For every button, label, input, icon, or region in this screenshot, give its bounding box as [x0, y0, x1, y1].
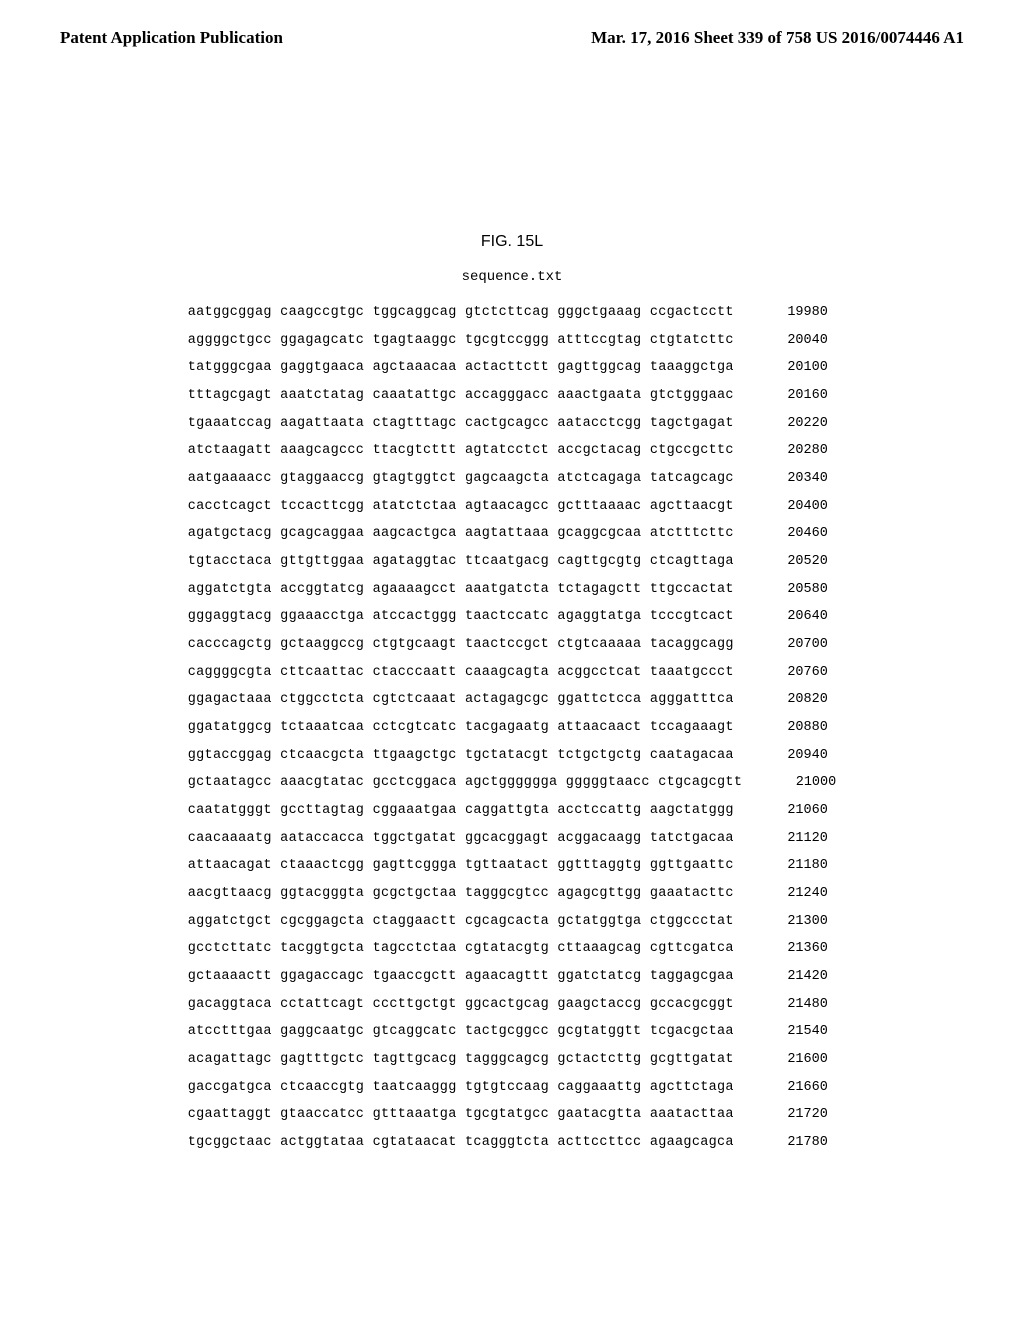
sequence-text: tgaaatccag aagattaata ctagtttagc cactgca…	[188, 410, 734, 438]
sequence-text: caacaaaatg aataccacca tggctgatat ggcacgg…	[188, 825, 734, 853]
sequence-text: aggatctgct cgcggagcta ctaggaactt cgcagca…	[188, 908, 734, 936]
sequence-position: 20940	[758, 742, 828, 770]
sequence-position: 21540	[758, 1018, 828, 1046]
sequence-text: ggatatggcg tctaaatcaa cctcgtcatc tacgaga…	[188, 714, 734, 742]
sequence-row: gcctcttatc tacggtgcta tagcctctaa cgtatac…	[188, 935, 837, 963]
sequence-text: aggatctgta accggtatcg agaaaagcct aaatgat…	[188, 576, 734, 604]
sequence-text: caggggcgta cttcaattac ctacccaatt caaagca…	[188, 659, 734, 687]
sequence-row: gctaaaactt ggagaccagc tgaaccgctt agaacag…	[188, 963, 837, 991]
sequence-row: acagattagc gagtttgctc tagttgcacg tagggca…	[188, 1046, 837, 1074]
sequence-row: aggatctgct cgcggagcta ctaggaactt cgcagca…	[188, 908, 837, 936]
sequence-row: caggggcgta cttcaattac ctacccaatt caaagca…	[188, 659, 837, 687]
sequence-text: cacctcagct tccacttcgg atatctctaa agtaaca…	[188, 493, 734, 521]
sequence-row: aacgttaacg ggtacgggta gcgctgctaa tagggcg…	[188, 880, 837, 908]
sequence-text: cacccagctg gctaaggccg ctgtgcaagt taactcc…	[188, 631, 734, 659]
sequence-row: gaccgatgca ctcaaccgtg taatcaaggg tgtgtcc…	[188, 1074, 837, 1102]
sequence-row: aggatctgta accggtatcg agaaaagcct aaatgat…	[188, 576, 837, 604]
sequence-text: aacgttaacg ggtacgggta gcgctgctaa tagggcg…	[188, 880, 734, 908]
sequence-text: gggaggtacg ggaaacctga atccactggg taactcc…	[188, 603, 734, 631]
figure-title: FIG. 15L	[0, 233, 1024, 251]
sequence-position: 21240	[758, 880, 828, 908]
sequence-position: 20100	[758, 354, 828, 382]
sequence-text: tttagcgagt aaatctatag caaatattgc accaggg…	[188, 382, 734, 410]
sequence-text: agatgctacg gcagcaggaa aagcactgca aagtatt…	[188, 520, 734, 548]
sequence-row: aatggcggag caagccgtgc tggcaggcag gtctctt…	[188, 299, 837, 327]
sequence-row: gctaatagcc aaacgtatac gcctcggaca agctggg…	[188, 769, 837, 797]
sequence-text: attaacagat ctaaactcgg gagttcggga tgttaat…	[188, 852, 734, 880]
sequence-position: 21480	[758, 991, 828, 1019]
sequence-row: atctaagatt aaagcagccc ttacgtcttt agtatcc…	[188, 437, 837, 465]
sequence-position: 21120	[758, 825, 828, 853]
sequence-row: tgaaatccag aagattaata ctagtttagc cactgca…	[188, 410, 837, 438]
sequence-row: cacctcagct tccacttcgg atatctctaa agtaaca…	[188, 493, 837, 521]
sequence-text: caatatgggt gccttagtag cggaaatgaa caggatt…	[188, 797, 734, 825]
page-header: Patent Application Publication Mar. 17, …	[0, 0, 1024, 48]
sequence-position: 20520	[758, 548, 828, 576]
header-right: Mar. 17, 2016 Sheet 339 of 758 US 2016/0…	[591, 28, 964, 48]
sequence-row: ggatatggcg tctaaatcaa cctcgtcatc tacgaga…	[188, 714, 837, 742]
sequence-label: sequence.txt	[0, 269, 1024, 285]
sequence-row: gggaggtacg ggaaacctga atccactggg taactcc…	[188, 603, 837, 631]
sequence-text: gcctcttatc tacggtgcta tagcctctaa cgtatac…	[188, 935, 734, 963]
sequence-position: 21600	[758, 1046, 828, 1074]
sequence-row: attaacagat ctaaactcgg gagttcggga tgttaat…	[188, 852, 837, 880]
sequence-position: 20280	[758, 437, 828, 465]
sequence-position: 21060	[758, 797, 828, 825]
sequence-row: tttagcgagt aaatctatag caaatattgc accaggg…	[188, 382, 837, 410]
sequence-position: 20160	[758, 382, 828, 410]
sequence-position: 20340	[758, 465, 828, 493]
sequence-position: 20700	[758, 631, 828, 659]
sequence-row: cacccagctg gctaaggccg ctgtgcaagt taactcc…	[188, 631, 837, 659]
sequence-text: atctaagatt aaagcagccc ttacgtcttt agtatcc…	[188, 437, 734, 465]
sequence-text: gacaggtaca cctattcagt cccttgctgt ggcactg…	[188, 991, 734, 1019]
sequence-position: 21780	[758, 1129, 828, 1157]
sequence-row: tgcggctaac actggtataa cgtataacat tcagggt…	[188, 1129, 837, 1157]
sequence-row: tatgggcgaa gaggtgaaca agctaaacaa actactt…	[188, 354, 837, 382]
sequence-position: 21660	[758, 1074, 828, 1102]
sequence-position: 21360	[758, 935, 828, 963]
sequence-row: cgaattaggt gtaaccatcc gtttaaatga tgcgtat…	[188, 1101, 837, 1129]
sequence-row: ggagactaaa ctggcctcta cgtctcaaat actagag…	[188, 686, 837, 714]
sequence-row: tgtacctaca gttgttggaa agataggtac ttcaatg…	[188, 548, 837, 576]
sequence-text: ggtaccggag ctcaacgcta ttgaagctgc tgctata…	[188, 742, 734, 770]
sequence-position: 20580	[758, 576, 828, 604]
sequence-position: 20040	[758, 327, 828, 355]
sequence-text: atcctttgaa gaggcaatgc gtcaggcatc tactgcg…	[188, 1018, 734, 1046]
sequence-row: caacaaaatg aataccacca tggctgatat ggcacgg…	[188, 825, 837, 853]
sequence-position: 21720	[758, 1101, 828, 1129]
sequence-position: 20880	[758, 714, 828, 742]
sequence-position: 21000	[766, 769, 836, 797]
sequence-text: acagattagc gagtttgctc tagttgcacg tagggca…	[188, 1046, 734, 1074]
sequence-row: ggtaccggag ctcaacgcta ttgaagctgc tgctata…	[188, 742, 837, 770]
header-left: Patent Application Publication	[60, 28, 283, 48]
sequence-position: 20400	[758, 493, 828, 521]
sequence-row: aggggctgcc ggagagcatc tgagtaaggc tgcgtcc…	[188, 327, 837, 355]
sequence-text: gaccgatgca ctcaaccgtg taatcaaggg tgtgtcc…	[188, 1074, 734, 1102]
sequence-position: 21420	[758, 963, 828, 991]
sequence-block: aatggcggag caagccgtgc tggcaggcag gtctctt…	[188, 299, 837, 1157]
sequence-text: aatggcggag caagccgtgc tggcaggcag gtctctt…	[188, 299, 734, 327]
sequence-row: gacaggtaca cctattcagt cccttgctgt ggcactg…	[188, 991, 837, 1019]
sequence-text: gctaatagcc aaacgtatac gcctcggaca agctggg…	[188, 769, 743, 797]
sequence-position: 20640	[758, 603, 828, 631]
sequence-position: 20460	[758, 520, 828, 548]
sequence-text: tgcggctaac actggtataa cgtataacat tcagggt…	[188, 1129, 734, 1157]
sequence-row: atcctttgaa gaggcaatgc gtcaggcatc tactgcg…	[188, 1018, 837, 1046]
sequence-row: agatgctacg gcagcaggaa aagcactgca aagtatt…	[188, 520, 837, 548]
sequence-text: aggggctgcc ggagagcatc tgagtaaggc tgcgtcc…	[188, 327, 734, 355]
sequence-position: 20820	[758, 686, 828, 714]
sequence-text: tgtacctaca gttgttggaa agataggtac ttcaatg…	[188, 548, 734, 576]
sequence-position: 21180	[758, 852, 828, 880]
sequence-text: cgaattaggt gtaaccatcc gtttaaatga tgcgtat…	[188, 1101, 734, 1129]
sequence-text: ggagactaaa ctggcctcta cgtctcaaat actagag…	[188, 686, 734, 714]
sequence-row: aatgaaaacc gtaggaaccg gtagtggtct gagcaag…	[188, 465, 837, 493]
sequence-row: caatatgggt gccttagtag cggaaatgaa caggatt…	[188, 797, 837, 825]
sequence-text: gctaaaactt ggagaccagc tgaaccgctt agaacag…	[188, 963, 734, 991]
sequence-position: 20760	[758, 659, 828, 687]
sequence-position: 20220	[758, 410, 828, 438]
sequence-text: tatgggcgaa gaggtgaaca agctaaacaa actactt…	[188, 354, 734, 382]
sequence-text: aatgaaaacc gtaggaaccg gtagtggtct gagcaag…	[188, 465, 734, 493]
sequence-position: 19980	[758, 299, 828, 327]
sequence-position: 21300	[758, 908, 828, 936]
